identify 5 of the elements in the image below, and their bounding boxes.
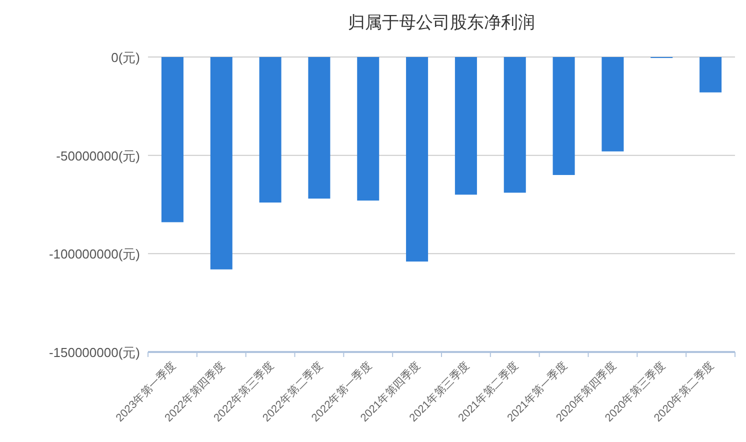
y-tick-label: -100000000(元) (48, 246, 140, 262)
y-tick-label: 0(元) (111, 50, 140, 65)
chart-title: 归属于母公司股东净利润 (348, 13, 535, 32)
y-tick-label: -150000000(元) (48, 345, 140, 360)
y-tick-label: -50000000(元) (56, 148, 140, 164)
